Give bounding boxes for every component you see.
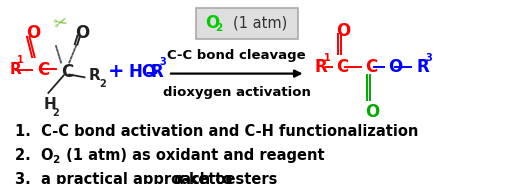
Text: 3: 3 xyxy=(159,57,166,67)
Text: 3.  a practical approach to: 3. a practical approach to xyxy=(15,172,238,184)
Text: 2: 2 xyxy=(52,108,59,118)
Text: 1: 1 xyxy=(17,55,24,65)
Text: -ketoesters: -ketoesters xyxy=(183,172,277,184)
Text: C: C xyxy=(61,63,73,81)
Text: O: O xyxy=(365,103,380,121)
Text: (1 atm) as oxidant and reagent: (1 atm) as oxidant and reagent xyxy=(61,148,324,163)
Text: O: O xyxy=(336,22,350,40)
Text: O: O xyxy=(205,14,219,32)
Text: 3: 3 xyxy=(426,53,432,63)
Text: R: R xyxy=(89,68,101,83)
Text: 2: 2 xyxy=(52,155,60,164)
Text: C-C bond cleavage: C-C bond cleavage xyxy=(167,49,306,62)
Text: HO: HO xyxy=(129,63,157,81)
Text: C: C xyxy=(365,58,378,76)
Text: C: C xyxy=(336,58,348,76)
Text: +: + xyxy=(108,62,124,81)
Bar xyxy=(196,8,298,39)
Text: R: R xyxy=(151,63,163,81)
Text: dioxygen activation: dioxygen activation xyxy=(163,86,310,99)
Text: 2.  O: 2. O xyxy=(15,148,54,163)
Text: O: O xyxy=(26,24,41,42)
Text: H: H xyxy=(43,97,56,112)
Text: −: − xyxy=(144,63,158,81)
Text: 1.  C-C bond activation and C-H functionalization: 1. C-C bond activation and C-H functiona… xyxy=(15,124,418,139)
Text: 2: 2 xyxy=(215,23,222,33)
Text: ✂: ✂ xyxy=(51,13,69,33)
Text: α: α xyxy=(173,172,183,184)
Text: O: O xyxy=(388,58,402,76)
Text: R: R xyxy=(9,62,21,77)
Text: C: C xyxy=(37,61,49,79)
Text: 1: 1 xyxy=(324,53,330,63)
Text: O: O xyxy=(75,24,90,42)
Text: 2: 2 xyxy=(99,79,106,89)
Text: R: R xyxy=(416,58,429,76)
Text: (1 atm): (1 atm) xyxy=(233,16,288,31)
Text: R: R xyxy=(315,58,327,76)
